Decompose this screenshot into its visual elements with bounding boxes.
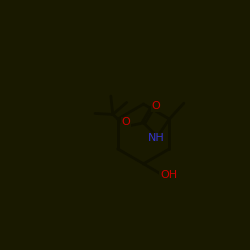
Text: NH: NH <box>148 133 165 143</box>
Text: O: O <box>152 101 160 111</box>
Text: O: O <box>121 118 130 128</box>
Text: OH: OH <box>160 170 177 180</box>
